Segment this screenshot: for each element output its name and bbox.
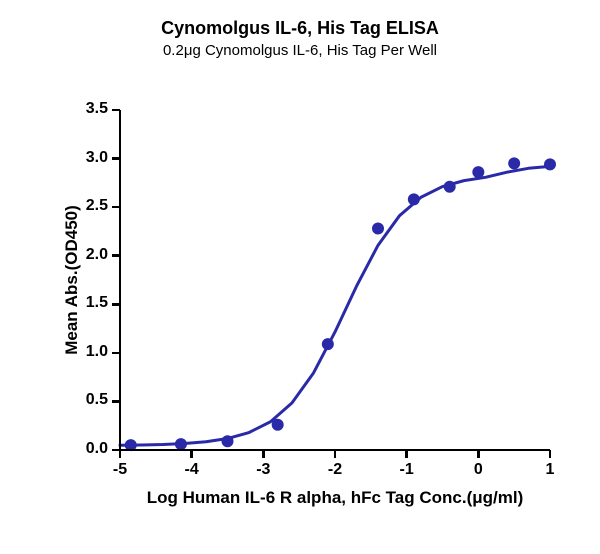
x-tick-label: 0: [458, 461, 498, 479]
data-point: [272, 419, 284, 431]
y-tick-label: 1.0: [86, 343, 108, 361]
x-tick-label: -4: [172, 461, 212, 479]
y-tick-label: 2.0: [86, 246, 108, 264]
y-tick-label: 1.5: [86, 294, 108, 312]
y-tick-label: 3.5: [86, 100, 108, 118]
data-point: [444, 181, 456, 193]
data-point: [222, 435, 234, 447]
y-tick: [112, 400, 120, 403]
data-point: [408, 193, 420, 205]
x-tick: [262, 450, 265, 458]
data-point: [508, 157, 520, 169]
x-tick: [190, 450, 193, 458]
y-tick: [112, 449, 120, 452]
x-tick: [405, 450, 408, 458]
y-tick: [112, 352, 120, 355]
y-tick: [112, 157, 120, 160]
y-tick: [112, 303, 120, 306]
y-tick-label: 0.5: [86, 391, 108, 409]
x-tick-label: -3: [243, 461, 283, 479]
y-tick-label: 3.0: [86, 149, 108, 167]
chart-svg: [0, 0, 600, 554]
y-tick: [112, 254, 120, 257]
data-point: [472, 166, 484, 178]
y-axis-label: Mean Abs.(OD450): [62, 110, 82, 450]
y-tick-label: 0.0: [86, 440, 108, 458]
x-tick-label: -2: [315, 461, 355, 479]
data-point: [372, 223, 384, 235]
x-tick: [334, 450, 337, 458]
x-tick-label: 1: [530, 461, 570, 479]
chart-container: Cynomolgus IL-6, His Tag ELISA 0.2μg Cyn…: [0, 0, 600, 554]
x-tick-label: -5: [100, 461, 140, 479]
x-axis-label: Log Human IL-6 R alpha, hFc Tag Conc.(μg…: [120, 488, 550, 508]
x-tick: [549, 450, 552, 458]
data-point: [322, 338, 334, 350]
x-tick-label: -1: [387, 461, 427, 479]
x-tick: [477, 450, 480, 458]
data-point: [544, 158, 556, 170]
fit-curve: [120, 166, 550, 445]
y-tick: [112, 206, 120, 209]
y-tick: [112, 109, 120, 112]
y-tick-label: 2.5: [86, 197, 108, 215]
